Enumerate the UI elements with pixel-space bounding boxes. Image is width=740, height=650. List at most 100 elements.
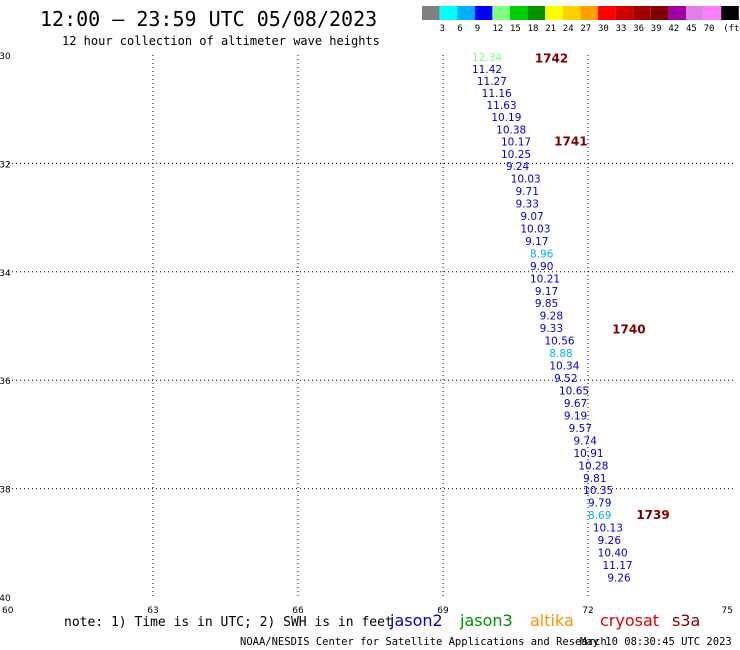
legend-label: 12 bbox=[492, 24, 503, 34]
x-tick-label: 69 bbox=[437, 606, 449, 616]
wave-height-point: 10.13 bbox=[593, 523, 623, 535]
satellite-jason2: jason2 bbox=[389, 611, 443, 630]
x-tick-label: 72 bbox=[582, 606, 593, 616]
wave-height-point: 9.17 bbox=[535, 286, 558, 298]
legend-swatch bbox=[703, 6, 722, 20]
legend-swatch bbox=[686, 6, 704, 20]
footer-timestamp: May 10 08:30:45 UTC 2023 bbox=[580, 636, 732, 648]
wave-height-point: 10.03 bbox=[511, 174, 541, 186]
legend-swatch bbox=[615, 6, 634, 20]
wave-height-point: 10.40 bbox=[598, 548, 628, 560]
y-tick-label: -34 bbox=[0, 269, 11, 279]
legend-label: 36 bbox=[633, 24, 644, 34]
wave-height-point: 9.33 bbox=[516, 199, 539, 211]
legend-swatch bbox=[457, 6, 475, 20]
y-tick-label: -36 bbox=[0, 377, 11, 387]
wave-height-point: 9.24 bbox=[506, 161, 530, 173]
legend-swatch bbox=[633, 6, 651, 20]
legend-swatch bbox=[580, 6, 598, 20]
wave-height-point: 9.26 bbox=[598, 535, 622, 547]
legend-swatch bbox=[598, 6, 616, 20]
x-tick-label: 63 bbox=[147, 606, 158, 616]
legend-swatch bbox=[650, 6, 669, 20]
legend-label: 24 bbox=[563, 24, 574, 34]
time-label: 1741 bbox=[554, 135, 587, 149]
wave-height-point: 10.21 bbox=[530, 273, 560, 285]
wave-height-point: 9.74 bbox=[574, 435, 598, 447]
legend-label: 30 bbox=[598, 24, 609, 34]
legend-swatch bbox=[510, 6, 528, 20]
time-label: 1739 bbox=[636, 508, 669, 522]
wave-height-point: 10.25 bbox=[501, 149, 531, 161]
legend-label: 15 bbox=[510, 24, 521, 34]
wave-height-point: 12.34 bbox=[472, 52, 502, 64]
legend-swatch bbox=[474, 6, 493, 20]
y-tick-label: -32 bbox=[0, 160, 11, 170]
time-labels: 1742 1741 1740 1739 bbox=[535, 52, 670, 522]
legend-swatch bbox=[545, 6, 563, 20]
x-tick-label: 75 bbox=[722, 606, 733, 616]
chart-title: 12:00 – 23:59 UTC 05/08/2023 bbox=[40, 7, 377, 31]
wave-height-point: 9.26 bbox=[607, 572, 631, 584]
y-tick-label: -30 bbox=[0, 52, 11, 62]
legend-label: (ft) bbox=[723, 24, 740, 34]
y-tick-label: -38 bbox=[0, 486, 11, 496]
wave-height-point: 9.33 bbox=[540, 323, 563, 335]
x-axis-ticks: 60 63 66 69 72 75 bbox=[2, 606, 733, 616]
wave-height-point: 10.38 bbox=[496, 124, 526, 136]
wave-height-point: 10.56 bbox=[545, 336, 575, 348]
wave-height-point: 11.42 bbox=[472, 64, 502, 76]
wave-height-point: 8.96 bbox=[530, 248, 554, 260]
wave-height-point: 9.79 bbox=[588, 498, 611, 510]
wave-height-point: 9.67 bbox=[564, 398, 587, 410]
legend-swatch bbox=[721, 6, 739, 20]
wave-height-point: 11.63 bbox=[487, 100, 517, 112]
wave-height-point: 8.88 bbox=[549, 348, 572, 360]
chart-subtitle: 12 hour collection of altimeter wave hei… bbox=[62, 34, 380, 48]
wave-height-point: 10.17 bbox=[501, 137, 531, 149]
legend-swatch bbox=[668, 6, 686, 20]
wave-height-point: 11.27 bbox=[477, 76, 507, 88]
data-points: 12.3411.4211.2711.1611.6310.1910.3810.17… bbox=[472, 52, 633, 584]
satellite-legend: jason2 jason3 altika cryosat s3a bbox=[389, 611, 700, 630]
grid-lines bbox=[8, 55, 733, 597]
wave-height-point: 11.16 bbox=[482, 88, 512, 100]
legend-swatch bbox=[562, 6, 581, 20]
wave-height-point: 10.34 bbox=[549, 361, 579, 373]
legend-label: 3 bbox=[440, 24, 445, 34]
satellite-altika: altika bbox=[530, 611, 574, 630]
wave-height-point: 11.17 bbox=[603, 560, 633, 572]
wave-height-point: 9.81 bbox=[583, 473, 606, 485]
legend-label: 45 bbox=[686, 24, 697, 34]
time-label: 1742 bbox=[535, 52, 568, 66]
legend-swatch bbox=[422, 6, 440, 20]
wave-height-point: 9.85 bbox=[535, 298, 558, 310]
wave-height-point: 9.07 bbox=[520, 211, 543, 223]
wave-height-point: 9.19 bbox=[564, 410, 587, 422]
y-tick-label: -40 bbox=[0, 594, 11, 604]
wave-height-point: 9.28 bbox=[540, 311, 563, 323]
legend-label: 18 bbox=[528, 24, 539, 34]
wave-height-point: 9.71 bbox=[516, 186, 539, 198]
legend-label: 6 bbox=[457, 24, 462, 34]
wave-height-point: 8.69 bbox=[588, 510, 611, 522]
legend-swatch bbox=[527, 6, 546, 20]
wave-height-point: 10.03 bbox=[520, 223, 550, 235]
wave-height-point: 10.28 bbox=[578, 460, 608, 472]
satellite-jason3: jason3 bbox=[459, 611, 513, 630]
wave-height-point: 9.17 bbox=[525, 236, 548, 248]
legend-swatch bbox=[439, 6, 458, 20]
wave-height-point: 10.65 bbox=[559, 385, 589, 397]
wave-height-point: 9.52 bbox=[554, 373, 577, 385]
satellite-cryosat: cryosat bbox=[600, 611, 659, 630]
legend-label: 9 bbox=[475, 24, 480, 34]
wave-height-point: 10.91 bbox=[574, 448, 604, 460]
footer-credit: NOAA/NESDIS Center for Satellite Applica… bbox=[240, 636, 607, 648]
wave-height-point: 9.90 bbox=[530, 261, 553, 273]
x-tick-label: 66 bbox=[292, 606, 304, 616]
legend-label: 42 bbox=[668, 24, 679, 34]
wave-height-point: 9.57 bbox=[569, 423, 592, 435]
y-axis-ticks: -30 -32 -34 -36 -38 -40 bbox=[0, 52, 11, 604]
